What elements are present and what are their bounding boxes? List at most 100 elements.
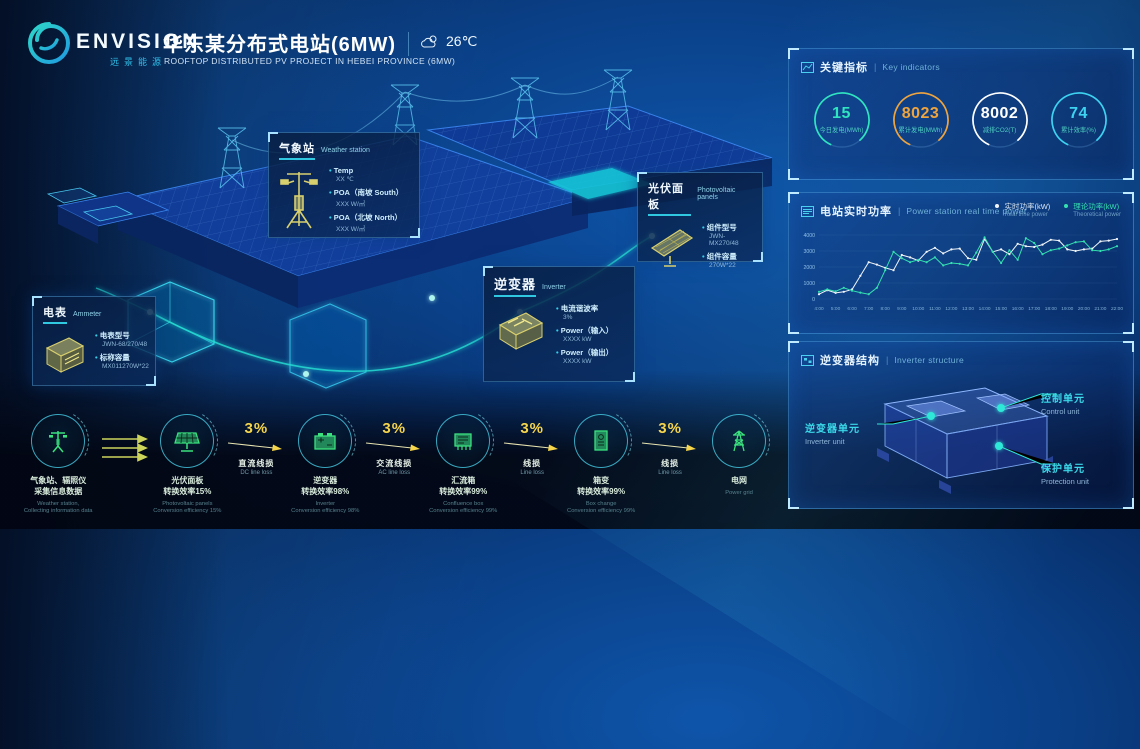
weather-cloud-icon <box>421 35 437 48</box>
flow-sub: Confluence box <box>443 500 484 507</box>
flow-ring <box>436 414 491 468</box>
kpi-gauges: 15 今日发电(MWh) 8023 累计发电(MWh) 8002 减排CO2(T… <box>789 75 1133 159</box>
label-cn: 逆变器单元 <box>805 424 860 435</box>
panel-title-en: Key indicators <box>882 62 940 72</box>
flow-node-weather: 气象站、辐照仪 采集信息数据 Weather station, Collecting… <box>16 408 100 516</box>
panel-title: 逆变器结构 <box>820 355 880 367</box>
svg-text:20:00: 20:00 <box>1078 306 1090 312</box>
panel-title-separator: | <box>886 355 889 365</box>
callout-ammeter[interactable]: 电表 Ammeter 电表型号 JWN-68/270/48 标称容量 MX011… <box>32 296 156 386</box>
svg-text:4:00: 4:00 <box>814 306 824 312</box>
legend-realtime-power[interactable]: 实时功率(kW) Real time power <box>995 201 1050 218</box>
callout-inverter[interactable]: 逆变器 Inverter 电流谐波率 3% Power（输入） XXXX kW … <box>483 266 635 382</box>
svg-text:8:00: 8:00 <box>881 306 891 312</box>
weather-station-icon <box>49 431 68 453</box>
kpi-gauge: 8023 累计发电(MWh) <box>890 89 954 159</box>
legend-dot <box>995 204 1000 208</box>
svg-text:0: 0 <box>812 297 815 303</box>
svg-text:16:00: 16:00 <box>1012 306 1024 312</box>
flow-ring <box>160 414 215 468</box>
item-value: 270W*22 <box>709 262 736 269</box>
panel-title: 关键指标 <box>820 62 868 74</box>
loss-percent: 3% <box>382 420 407 437</box>
item-value: XXX W/㎡ <box>336 226 366 233</box>
loss-percent: 3% <box>658 420 682 437</box>
callout-item: 组件型号 JWN-MX270/48 <box>702 222 754 247</box>
flow-sub: Power grid <box>725 489 753 496</box>
svg-text:12:00: 12:00 <box>945 306 957 312</box>
svg-text:22:00: 22:00 <box>1111 306 1123 312</box>
item-value: 3% <box>563 314 573 321</box>
callout-title-en: Weather station <box>321 147 370 154</box>
legend-sub: Theoretical power <box>1073 212 1121 218</box>
power-line-chart[interactable]: 0 1000 2000 3000 4000 4:00 5:00 6:00 7:00 8:00 9:0… <box>793 227 1129 327</box>
callout-item: 电流谐波率 3% <box>556 303 613 321</box>
flow-sub: Inverter <box>315 500 336 507</box>
legend-dot <box>1064 204 1069 208</box>
flow-sub: Photovoltaic panels <box>162 500 213 507</box>
item-label: 电流谐波率 <box>556 303 613 314</box>
item-label: 标称容量 <box>95 352 149 363</box>
svg-text:6:00: 6:00 <box>847 306 857 312</box>
flow-connector-dc-loss: 3% 直流线损 DC line loss <box>226 408 286 476</box>
callout-title-en: Ammeter <box>73 311 102 318</box>
loss-percent: 3% <box>244 420 269 437</box>
panel-title-separator: | <box>874 62 877 72</box>
callout-title: 电表 <box>43 304 67 324</box>
svg-text:19:00: 19:00 <box>1061 306 1073 312</box>
flow-ring <box>298 414 353 468</box>
loss-label-en: DC line loss <box>240 470 273 476</box>
energy-flow-strip: 气象站、辐照仪 采集信息数据 Weather station, Collecting… <box>16 408 778 516</box>
item-label: POA（北坡 North） <box>329 212 403 223</box>
kpi-label: 累计效率(%) <box>1061 127 1096 134</box>
triple-arrow-icon <box>102 434 149 462</box>
item-label: 组件型号 <box>702 222 754 233</box>
label-en: Protection unit <box>1041 477 1089 486</box>
callout-title-en: Photovoltaic panels <box>697 187 736 201</box>
flow-connector-ac-loss: 3% 交流线损 AC line loss <box>364 408 424 476</box>
loss-label-en: AC line loss <box>378 470 411 476</box>
callout-item: POA（北坡 North） XXX W/㎡ <box>329 212 403 233</box>
panel-realtime-power: 电站实时功率 | Power station real time power 实… <box>788 192 1134 334</box>
flow-connector-line-loss-2: 3% 线损 Line loss <box>640 408 700 476</box>
panel-inverter-structure: 逆变器结构 | Inverter structure 控制单元 Control … <box>788 341 1134 509</box>
svg-text:5:00: 5:00 <box>831 306 841 312</box>
label-en: Control unit <box>1041 407 1080 416</box>
flow-node-pv: 光伏面板 转换效率15% Photovoltaic panels Conversio… <box>148 408 226 516</box>
flow-sub: Weather station, <box>37 500 80 507</box>
flow-ring <box>31 414 86 468</box>
item-value: JWN-MX270/48 <box>709 233 739 247</box>
flow-title: 汇流箱 <box>451 476 476 485</box>
svg-text:7:00: 7:00 <box>864 306 874 312</box>
envision-logo-icon <box>28 22 71 64</box>
svg-text:17:00: 17:00 <box>1028 306 1040 312</box>
callout-weather-station[interactable]: 气象站 Weather station Temp XX ℃ POA（南坡 Sou… <box>268 132 420 238</box>
weather-station-3d-icon <box>280 172 318 229</box>
flow-sub2: Conversion efficiency 98% <box>291 508 360 515</box>
callout-title: 光伏面板 <box>648 180 692 216</box>
flow-title2: 转换效率99% <box>577 486 626 496</box>
page-title: 华东某分布式电站(6MW) <box>163 34 396 56</box>
brand-name: ENVISION <box>76 30 201 53</box>
loss-label: 直流线损 <box>238 459 275 468</box>
pv-panel-icon <box>174 432 201 452</box>
kpi-ring <box>971 92 1028 148</box>
flow-title: 气象站、辐照仪 <box>30 476 87 485</box>
label-en: Inverter unit <box>805 437 845 446</box>
combiner-box-icon <box>454 433 472 450</box>
inverter-structure-3d <box>877 387 1057 494</box>
item-value: XXX W/㎡ <box>336 201 366 208</box>
callout-item: 组件容量 270W*22 <box>702 251 754 269</box>
kpi-value: 8023 <box>901 105 940 122</box>
kpi-gauge: 8002 减排CO2(T) <box>969 89 1033 159</box>
kpi-label: 减排CO2(T) <box>982 127 1017 134</box>
flow-sub: Box change <box>585 500 617 507</box>
svg-text:15:00: 15:00 <box>995 306 1007 312</box>
item-label: Power（输出） <box>556 347 614 358</box>
flow-node-combiner: 汇流箱 转换效率99% Confluence box Conversion effi… <box>424 408 502 516</box>
kpi-value: 15 <box>832 105 851 122</box>
legend-theoretical-power[interactable]: 理论功率(kW) Theoretical power <box>1064 201 1121 218</box>
flow-ring <box>574 414 629 468</box>
svg-text:13:00: 13:00 <box>962 306 974 312</box>
callout-pv-panels[interactable]: 光伏面板 Photovoltaic panels 组件型号 JWN-MX270/… <box>637 172 763 269</box>
